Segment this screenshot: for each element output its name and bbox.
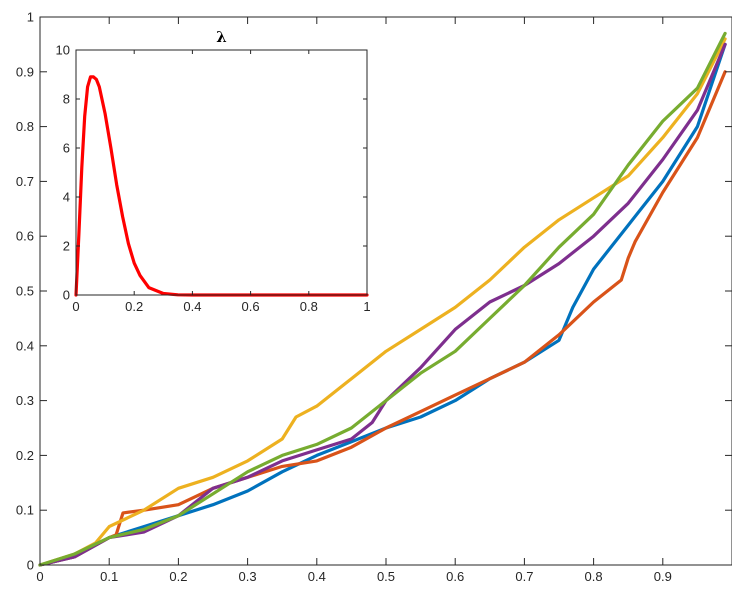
main-y-tick-label: 0.3 (16, 393, 34, 408)
main-x-tick-label: 0.6 (446, 569, 464, 584)
inset-x-tick-label: 0.2 (125, 299, 143, 314)
main-y-tick-label: 0.7 (16, 174, 34, 189)
main-x-tick-label: 0.4 (308, 569, 326, 584)
inset-axes-box (75, 49, 368, 296)
inset-y-tick-label: 8 (63, 92, 70, 107)
inset-x-tick-label: 1 (363, 299, 370, 314)
main-x-tick-label: 0.9 (654, 569, 672, 584)
inset-x-tick-label: 0.4 (183, 299, 201, 314)
main-x-tick-label: 0.2 (169, 569, 187, 584)
main-x-tick-label: 0.5 (377, 569, 395, 584)
main-x-tick-label: 0 (36, 569, 43, 584)
inset-x-tick-label: 0.8 (300, 299, 318, 314)
main-y-tick-label: 0.1 (16, 503, 34, 518)
main-y-tick-label: 0 (27, 558, 34, 573)
main-series-line-5 (38, 31, 727, 567)
main-series-line-2 (38, 70, 727, 567)
inset-y-tick-label: 4 (63, 190, 70, 205)
inset-title: λ (216, 28, 227, 46)
inset-y-tick-label: 0 (63, 288, 70, 303)
main-x-tick-label: 0.8 (585, 569, 603, 584)
inset-y-tick-label: 10 (56, 43, 70, 58)
main-series-group (38, 31, 727, 567)
main-y-tick-label: 0.6 (16, 229, 34, 244)
main-series-line-3 (38, 37, 727, 567)
main-axes: 0 0.1 0.2 0.3 0.4 0.5 0.6 0.7 0.8 0.9 0 0.1 0.2 0.3 0.… (16, 10, 732, 584)
main-y-tick-label: 0.2 (16, 448, 34, 463)
main-x-tick-label: 0.3 (239, 569, 257, 584)
main-y-tick-label: 0.5 (16, 284, 34, 299)
inset-background (76, 50, 367, 295)
main-x-tick-label: 0.7 (515, 569, 533, 584)
main-x-tick-label: 0.1 (100, 569, 118, 584)
inset-y-tick-label: 2 (63, 239, 70, 254)
inset-x-tick-label: 0 (72, 299, 79, 314)
main-y-tick-label: 0.4 (16, 338, 34, 353)
main-axes-box (39, 16, 732, 566)
inset-x-tick-label: 0.6 (242, 299, 260, 314)
main-y-tick-label: 1 (27, 10, 34, 25)
main-y-tick-label: 0.8 (16, 119, 34, 134)
inset-y-tick-label: 6 (63, 141, 70, 156)
main-y-tick-label: 0.9 (16, 64, 34, 79)
main-ticks-group: 0 0.1 0.2 0.3 0.4 0.5 0.6 0.7 0.8 0.9 0 0.1 0.2 0.3 0.… (16, 10, 732, 584)
